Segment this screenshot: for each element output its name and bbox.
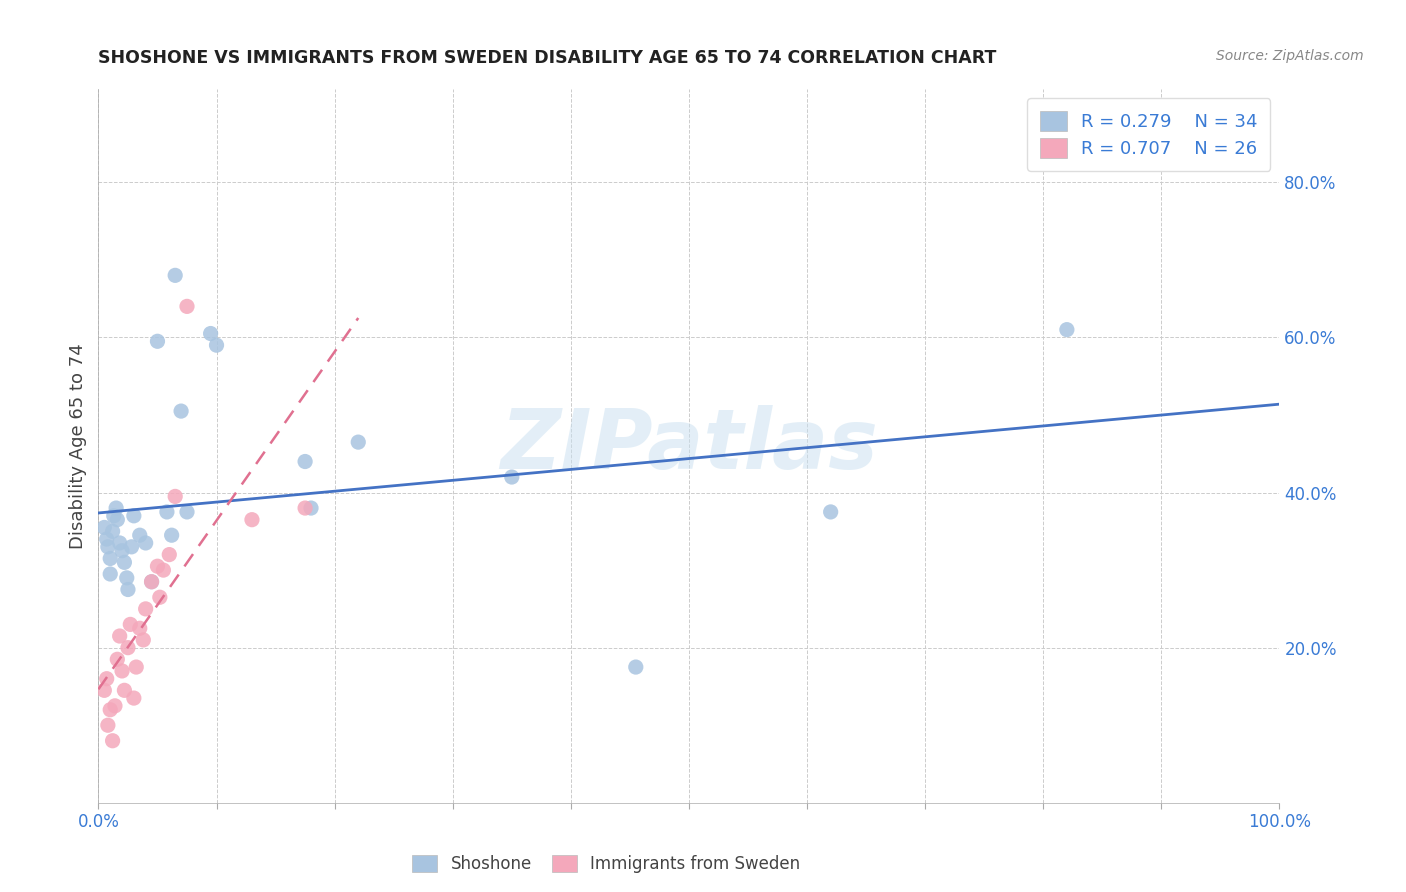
- Point: [820, 505, 842, 519]
- Point: [200, 326, 222, 341]
- Point: [170, 404, 193, 418]
- Point: [108, 536, 131, 550]
- Point: [128, 621, 150, 635]
- Point: [122, 508, 145, 523]
- Point: [103, 508, 125, 523]
- Point: [347, 435, 370, 450]
- Point: [98, 551, 121, 566]
- Point: [121, 540, 143, 554]
- Point: [96, 532, 118, 546]
- Point: [294, 501, 316, 516]
- Text: ZIPatlas: ZIPatlas: [501, 406, 877, 486]
- Point: [101, 524, 124, 539]
- Point: [97, 718, 120, 732]
- Point: [117, 582, 139, 597]
- Point: [125, 660, 148, 674]
- Point: [176, 505, 198, 519]
- Point: [135, 602, 157, 616]
- Point: [1056, 323, 1078, 337]
- Point: [105, 501, 128, 516]
- Point: [104, 698, 127, 713]
- Point: [120, 617, 142, 632]
- Point: [115, 571, 138, 585]
- Text: SHOSHONE VS IMMIGRANTS FROM SWEDEN DISABILITY AGE 65 TO 74 CORRELATION CHART: SHOSHONE VS IMMIGRANTS FROM SWEDEN DISAB…: [98, 49, 997, 67]
- Point: [141, 574, 163, 589]
- Point: [299, 501, 322, 516]
- Point: [205, 338, 228, 352]
- Point: [93, 683, 115, 698]
- Text: Source: ZipAtlas.com: Source: ZipAtlas.com: [1216, 49, 1364, 63]
- Point: [146, 559, 169, 574]
- Point: [108, 629, 131, 643]
- Y-axis label: Disability Age 65 to 74: Disability Age 65 to 74: [69, 343, 87, 549]
- Point: [624, 660, 647, 674]
- Point: [135, 536, 157, 550]
- Point: [111, 664, 134, 678]
- Point: [105, 513, 128, 527]
- Point: [146, 334, 169, 349]
- Point: [176, 299, 198, 313]
- Point: [152, 563, 174, 577]
- Point: [97, 540, 120, 554]
- Point: [96, 672, 118, 686]
- Point: [98, 566, 121, 581]
- Point: [149, 591, 172, 605]
- Point: [132, 632, 155, 647]
- Point: [93, 520, 115, 534]
- Point: [165, 268, 187, 283]
- Point: [294, 454, 316, 468]
- Point: [122, 691, 145, 706]
- Point: [501, 470, 523, 484]
- Point: [105, 652, 128, 666]
- Point: [111, 543, 134, 558]
- Point: [157, 548, 180, 562]
- Point: [128, 528, 150, 542]
- Point: [240, 513, 263, 527]
- Point: [117, 640, 139, 655]
- Point: [98, 703, 121, 717]
- Point: [112, 683, 135, 698]
- Point: [156, 505, 179, 519]
- Point: [165, 490, 187, 504]
- Legend: Shoshone, Immigrants from Sweden: Shoshone, Immigrants from Sweden: [405, 848, 807, 880]
- Point: [141, 574, 163, 589]
- Point: [112, 555, 135, 569]
- Point: [160, 528, 183, 542]
- Point: [101, 733, 124, 747]
